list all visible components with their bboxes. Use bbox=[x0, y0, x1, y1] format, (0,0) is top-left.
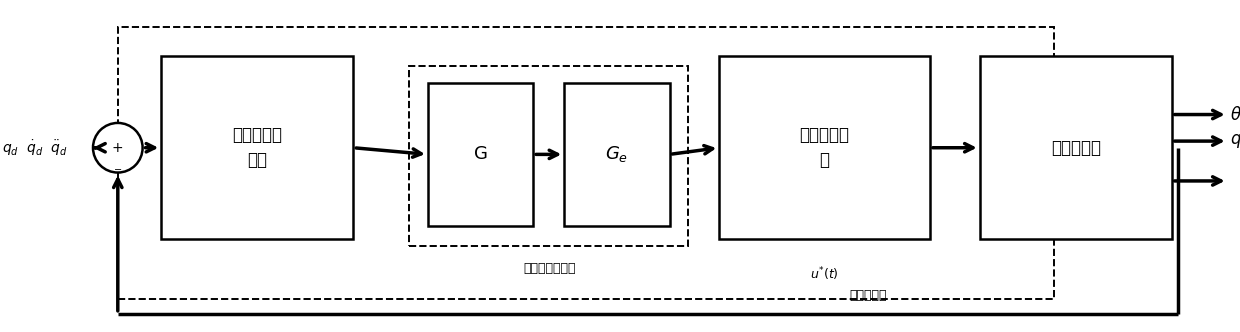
Bar bbox=[980, 56, 1172, 239]
Bar bbox=[564, 83, 670, 226]
Bar bbox=[719, 56, 930, 239]
Bar bbox=[428, 83, 533, 226]
Text: $u^{*}(t)$: $u^{*}(t)$ bbox=[810, 266, 839, 283]
Bar bbox=[161, 56, 353, 239]
Text: −: − bbox=[114, 165, 122, 175]
Text: 离散化控制
律: 离散化控制 律 bbox=[800, 126, 849, 169]
Ellipse shape bbox=[93, 123, 143, 173]
Text: 分数阶滑模: 分数阶滑模 bbox=[849, 289, 887, 302]
Text: $q$: $q$ bbox=[1230, 132, 1240, 150]
Text: $\theta$: $\theta$ bbox=[1230, 106, 1240, 124]
Text: +: + bbox=[112, 141, 124, 155]
Text: $G_e$: $G_e$ bbox=[605, 144, 629, 164]
Text: 机器人关节: 机器人关节 bbox=[1050, 139, 1101, 157]
Text: $q_d$  $\dot{q}_d$  $\ddot{q}_d$: $q_d$ $\dot{q}_d$ $\ddot{q}_d$ bbox=[2, 138, 68, 158]
Text: G: G bbox=[474, 145, 487, 163]
Bar bbox=[118, 27, 1054, 299]
Text: 间接离散化处理: 间接离散化处理 bbox=[523, 262, 575, 275]
Text: 分数阶滑模
控制: 分数阶滑模 控制 bbox=[232, 126, 283, 169]
Bar bbox=[409, 66, 688, 246]
